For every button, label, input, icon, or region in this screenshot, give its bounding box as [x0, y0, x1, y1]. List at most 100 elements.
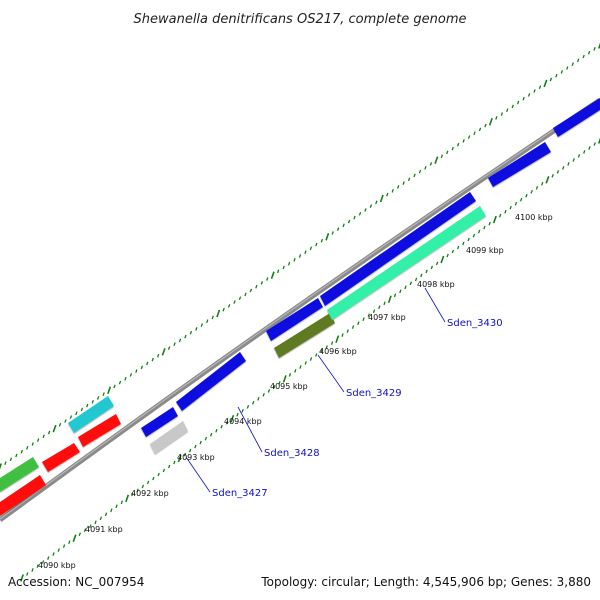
gene-reverse-red-3[interactable]	[78, 414, 121, 447]
inner-tick-72	[399, 289, 402, 294]
outer-tick-49	[266, 277, 269, 281]
outer-tick-77	[418, 169, 422, 174]
inner-tick-50	[282, 375, 287, 383]
inner-tick-48	[273, 385, 276, 389]
outer-tick-96	[522, 96, 525, 101]
outer-tick-24	[129, 373, 133, 377]
inner-tick-5	[47, 556, 50, 560]
inner-tick-83	[456, 245, 460, 250]
gene-reverse-red-2[interactable]	[42, 443, 80, 472]
callout-line-3430	[424, 287, 446, 323]
inner-tick-2	[31, 568, 34, 572]
outer-tick-104	[566, 66, 569, 70]
tick-label-4093: 4093 kbp	[177, 453, 215, 462]
outer-tick-110	[598, 42, 600, 49]
gene-reverse-red-1[interactable]	[0, 475, 46, 516]
outer-tick-22	[118, 380, 122, 385]
outer-tick-99	[538, 85, 542, 90]
genome-backbone-highlight	[0, 98, 600, 520]
inner-tick-43	[246, 404, 250, 409]
gene-forward-4[interactable]	[320, 192, 476, 306]
inner-tick-11	[78, 532, 82, 537]
inner-tick-92	[504, 209, 507, 214]
outer-tick-9	[47, 430, 51, 435]
inner-tick-16	[104, 512, 108, 517]
inner-tick-24	[146, 480, 150, 485]
inner-tick-44	[251, 400, 255, 405]
gene-label-sden-3429[interactable]: Sden_3429	[346, 388, 402, 399]
outer-tick-61	[331, 231, 334, 235]
inner-tick-96	[525, 193, 528, 198]
gene-reverse-cyan-1[interactable]	[68, 396, 114, 433]
inner-tick-70	[387, 295, 392, 304]
inner-tick-25	[152, 476, 155, 481]
outer-tick-69	[375, 200, 378, 205]
inner-tick-65	[362, 317, 365, 322]
gene-reverse-grey-1[interactable]	[150, 421, 188, 454]
outer-tick-25	[135, 369, 138, 373]
tick-label-4090: 4090 kbp	[38, 561, 76, 570]
inner-tick-87	[477, 229, 481, 234]
inner-tick-31	[183, 452, 187, 457]
outer-tick-2	[9, 457, 13, 462]
inner-tick-74	[409, 281, 413, 286]
outer-tick-82	[446, 150, 449, 155]
outer-tick-62	[336, 227, 340, 231]
outer-tick-97	[527, 93, 531, 97]
gene-forward-1[interactable]	[141, 407, 178, 437]
inner-tick-40	[230, 414, 235, 423]
inner-tick-19	[120, 500, 124, 505]
gene-forward-3[interactable]	[266, 298, 323, 341]
tick-label-4100: 4100 kbp	[515, 213, 553, 222]
inner-tick-75	[414, 277, 418, 282]
outer-tick-21	[113, 384, 116, 389]
outer-tick-72	[391, 188, 394, 193]
gene-reverse-green-1[interactable]	[0, 457, 39, 492]
gene-reverse-olive-1[interactable]	[274, 313, 335, 358]
inner-tick-41	[236, 412, 239, 417]
inner-tick-80	[440, 255, 445, 264]
outer-tick-43	[233, 300, 236, 304]
inner-tick-12	[83, 528, 87, 533]
inner-tick-60	[335, 335, 340, 343]
inner-tick-73	[404, 285, 407, 290]
outer-tick-36	[195, 327, 198, 331]
gene-forward-6[interactable]	[553, 98, 600, 137]
outer-tick-37	[200, 323, 204, 327]
inner-tick-23	[141, 484, 145, 489]
outer-tick-75	[407, 177, 411, 182]
gene-label-sden-3428[interactable]: Sden_3428	[264, 448, 320, 459]
inner-tick-99	[540, 181, 544, 186]
inner-tick-14	[94, 520, 97, 525]
inner-tick-20	[125, 494, 130, 503]
inner-tick-29	[173, 460, 176, 465]
tick-label-4092: 4092 kbp	[131, 489, 169, 498]
outer-tick-83	[451, 146, 454, 151]
gene-reverse-aqua-1[interactable]	[327, 206, 486, 320]
inner-tick-79	[435, 261, 439, 266]
inner-tick-88	[483, 225, 486, 230]
gene-callouts: Sden_3427 Sden_3428 Sden_3429 Sden_3430	[185, 287, 503, 499]
inner-tick-32	[188, 448, 192, 453]
inner-tick-26	[157, 472, 160, 477]
outer-tick-100	[543, 79, 548, 88]
outer-tick-73	[396, 185, 400, 189]
outer-tick-67	[364, 208, 367, 212]
inner-tick-17	[110, 508, 113, 513]
gene-label-sden-3427[interactable]: Sden_3427	[212, 488, 268, 499]
inner-tick-90	[492, 215, 497, 224]
gene-forward-2[interactable]	[176, 352, 246, 411]
outer-tick-ring	[0, 42, 600, 470]
inner-tick-85	[467, 237, 470, 242]
gene-forward-5[interactable]	[488, 142, 551, 187]
outer-tick-84	[456, 142, 460, 147]
tick-label-4099: 4099 kbp	[466, 246, 504, 255]
inner-tick-53	[299, 365, 302, 369]
inner-tick-97	[530, 189, 533, 194]
gene-label-sden-3430[interactable]: Sden_3430	[447, 318, 503, 329]
outer-tick-20	[107, 386, 112, 395]
inner-tick-21	[131, 492, 134, 497]
outer-tick-42	[227, 304, 231, 308]
outer-tick-38	[206, 319, 209, 324]
outer-tick-78	[424, 165, 427, 170]
